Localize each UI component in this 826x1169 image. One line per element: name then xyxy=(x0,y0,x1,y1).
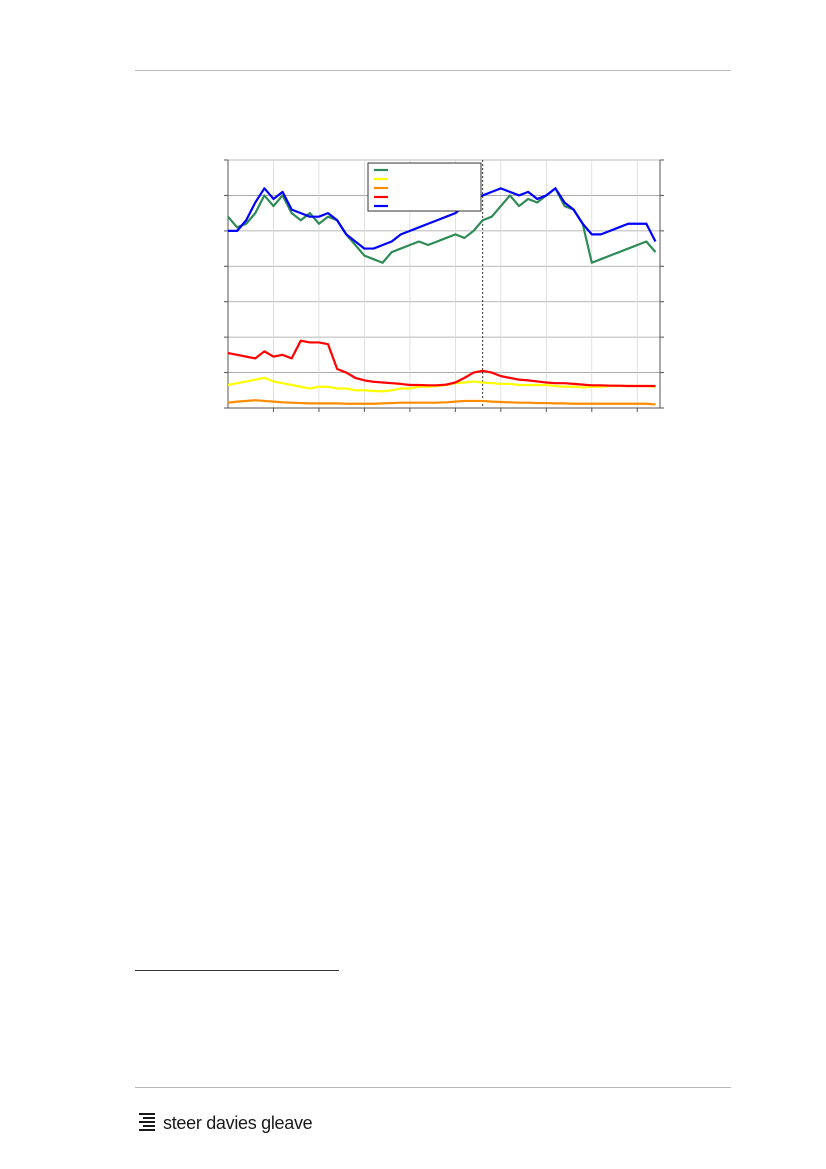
logo-text: steer davies gleave xyxy=(163,1112,313,1133)
company-logo: steer davies gleave xyxy=(137,1110,313,1136)
series-line-5 xyxy=(228,187,657,250)
series-line-1 xyxy=(227,187,657,264)
series-line-3 xyxy=(227,399,656,406)
logo-mark-icon xyxy=(139,1113,155,1131)
header-rule xyxy=(135,70,731,71)
footnote-rule xyxy=(135,970,339,971)
plot-area xyxy=(224,159,664,412)
series-line-4 xyxy=(227,339,656,388)
footer-rule xyxy=(135,1087,731,1088)
